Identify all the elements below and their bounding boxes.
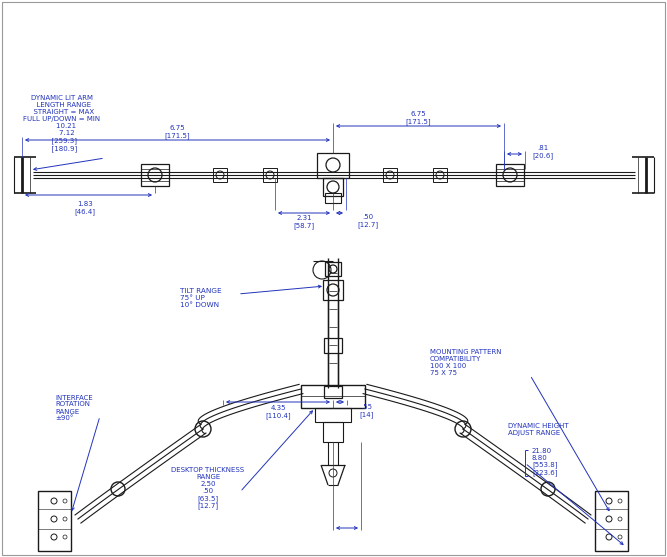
- Bar: [213, 168, 227, 182]
- Bar: [325, 262, 341, 276]
- Text: 6.75
[171.5]: 6.75 [171.5]: [405, 111, 431, 125]
- Circle shape: [455, 421, 471, 437]
- Bar: [323, 422, 343, 442]
- Bar: [324, 386, 342, 398]
- Circle shape: [111, 482, 125, 496]
- Bar: [38, 491, 71, 551]
- Text: 2.31
[58.7]: 2.31 [58.7]: [293, 215, 315, 229]
- Text: 1.83
[46.4]: 1.83 [46.4]: [75, 201, 95, 215]
- Text: DESKTOP THICKNESS
RANGE
2.50
.50
[63.5]
[12.7]: DESKTOP THICKNESS RANGE 2.50 .50 [63.5] …: [171, 467, 245, 509]
- Bar: [141, 164, 169, 186]
- Bar: [324, 338, 342, 353]
- Text: TILT RANGE
75° UP
10° DOWN: TILT RANGE 75° UP 10° DOWN: [180, 288, 221, 308]
- Bar: [383, 168, 397, 182]
- Text: 6.75
[171.5]: 6.75 [171.5]: [164, 125, 190, 139]
- Text: DYNAMIC LIT ARM
  LENGTH RANGE
  STRAIGHT = MAX
FULL UP/DOWN = MIN
    10.21
   : DYNAMIC LIT ARM LENGTH RANGE STRAIGHT = …: [23, 95, 101, 152]
- Circle shape: [541, 482, 555, 496]
- Text: 4.35
[110.4]: 4.35 [110.4]: [265, 405, 291, 419]
- Text: .55
[14]: .55 [14]: [360, 404, 374, 418]
- Text: MOUNTING PATTERN
COMPATIBILITY
100 X 100
75 X 75: MOUNTING PATTERN COMPATIBILITY 100 X 100…: [430, 349, 502, 375]
- Text: DYNAMIC HEIGHT
ADJUST RANGE: DYNAMIC HEIGHT ADJUST RANGE: [508, 423, 569, 437]
- Bar: [433, 168, 447, 182]
- Bar: [323, 178, 343, 196]
- Bar: [315, 408, 351, 422]
- Bar: [496, 164, 524, 186]
- Circle shape: [195, 421, 211, 437]
- Bar: [595, 491, 628, 551]
- Bar: [263, 168, 277, 182]
- Bar: [317, 153, 349, 178]
- Bar: [301, 385, 365, 408]
- Text: 21.80
8.80
[553.8]
[223.6]: 21.80 8.80 [553.8] [223.6]: [532, 448, 558, 476]
- Bar: [323, 280, 343, 300]
- Text: .81
[20.6]: .81 [20.6]: [532, 145, 554, 159]
- Text: INTERFACE
ROTATION
RANGE
±90°: INTERFACE ROTATION RANGE ±90°: [55, 394, 93, 422]
- Bar: [325, 193, 341, 203]
- Text: .50
[12.7]: .50 [12.7]: [358, 214, 379, 228]
